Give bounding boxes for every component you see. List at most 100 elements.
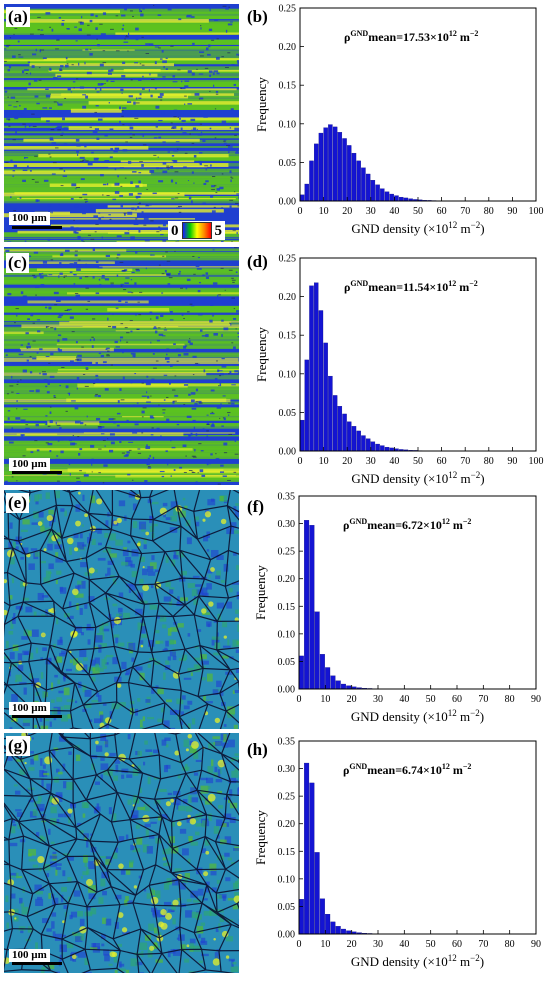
panel-label: (h): [247, 740, 268, 759]
x-tick-label: 20: [347, 694, 357, 705]
x-tick-label: 60: [437, 456, 447, 467]
y-tick-label: 0.35: [278, 492, 296, 503]
scale-label: 100 µm: [9, 458, 50, 471]
x-tick-label: 40: [399, 694, 409, 705]
x-tick-label: 100: [529, 456, 544, 467]
mean-annotation: ρGNDmean=17.53×1012 m−2: [344, 29, 478, 44]
bars: [300, 283, 432, 451]
y-tick-label: 0.05: [279, 408, 297, 419]
scale-label: 100 µm: [9, 212, 50, 225]
bar: [309, 161, 313, 201]
y-tick-label: 0.30: [278, 519, 296, 530]
colorbar-max: 5: [215, 223, 223, 239]
x-tick-label: 90: [507, 456, 517, 467]
x-tick-label: 40: [389, 456, 399, 467]
mean-annotation: ρGNDmean=6.74×1012 m−2: [343, 762, 471, 777]
x-tick-label: 80: [484, 206, 494, 217]
bar: [304, 520, 309, 689]
panel-label: (b): [247, 7, 268, 26]
scale-bar: [12, 962, 62, 965]
bar: [341, 684, 346, 689]
bar: [314, 144, 318, 201]
bar: [380, 446, 384, 451]
y-tick-label: 0.15: [279, 81, 297, 92]
x-tick-label: 30: [366, 456, 376, 467]
bar: [305, 360, 309, 451]
y-tick-label: 0.15: [278, 602, 296, 613]
gnd-map-g: [4, 733, 239, 973]
x-tick-label: 100: [529, 206, 544, 217]
bar: [376, 185, 380, 201]
bar: [385, 447, 389, 451]
bar: [347, 422, 351, 451]
bar: [336, 681, 341, 689]
scale-label: 100 µm: [9, 702, 50, 715]
y-tick-label: 0.35: [278, 737, 296, 748]
x-tick-label: 40: [389, 206, 399, 217]
bar: [336, 926, 341, 934]
x-tick-label: 30: [366, 206, 376, 217]
x-tick-label: 40: [399, 939, 409, 950]
bar: [299, 656, 304, 689]
x-tick-label: 0: [297, 939, 302, 950]
x-tick-label: 70: [460, 206, 470, 217]
x-tick-label: 70: [478, 694, 488, 705]
x-tick-label: 0: [298, 456, 303, 467]
mean-annotation: ρGNDmean=11.54×1012 m−2: [344, 279, 478, 294]
bar: [304, 763, 309, 934]
x-tick-label: 0: [298, 206, 303, 217]
y-tick-label: 0.05: [278, 657, 296, 668]
y-axis-label: Frequency: [253, 565, 268, 620]
x-tick-label: 50: [426, 694, 436, 705]
bar: [366, 174, 370, 201]
y-tick-label: 0.15: [279, 331, 297, 342]
y-tick-label: 0.10: [279, 119, 297, 130]
colorbar: 0 5: [168, 221, 225, 240]
y-tick-label: 0.10: [279, 369, 297, 380]
colorbar-min: 0: [171, 223, 179, 239]
bar: [305, 184, 309, 201]
x-tick-label: 70: [460, 456, 470, 467]
x-tick-label: 10: [320, 694, 330, 705]
x-tick-label: 60: [437, 206, 447, 217]
bar: [328, 125, 332, 201]
x-tick-label: 80: [505, 939, 515, 950]
bar: [299, 899, 304, 934]
y-tick-label: 0.05: [279, 158, 297, 169]
bar: [319, 310, 323, 451]
bar: [315, 852, 320, 934]
x-tick-label: 90: [507, 206, 517, 217]
bar: [310, 525, 315, 689]
x-tick-label: 50: [413, 206, 423, 217]
y-tick-label: 0.25: [279, 254, 297, 265]
bar: [331, 676, 336, 689]
colorbar-gradient: [182, 222, 212, 239]
bar: [338, 132, 342, 201]
bar: [324, 343, 328, 451]
x-tick-label: 80: [505, 694, 515, 705]
scale-bar: [12, 471, 62, 474]
x-tick-label: 90: [531, 694, 541, 705]
gnd-map-a: [4, 4, 239, 242]
x-tick-label: 10: [319, 456, 329, 467]
y-tick-label: 0.00: [278, 685, 296, 696]
bars: [300, 125, 455, 201]
mean-annotation: ρGNDmean=6.72×1012 m−2: [343, 517, 471, 532]
x-tick-label: 10: [320, 939, 330, 950]
x-tick-label: 30: [373, 939, 383, 950]
y-tick-label: 0.10: [278, 874, 296, 885]
bar: [342, 414, 346, 451]
y-axis-label: Frequency: [254, 77, 269, 132]
bar: [320, 654, 325, 689]
bar: [399, 197, 403, 201]
bar: [385, 192, 389, 201]
bar: [361, 168, 365, 201]
y-tick-label: 0.00: [279, 447, 297, 458]
gnd-map-c: [4, 247, 239, 485]
bar: [352, 426, 356, 451]
bar: [380, 189, 384, 201]
